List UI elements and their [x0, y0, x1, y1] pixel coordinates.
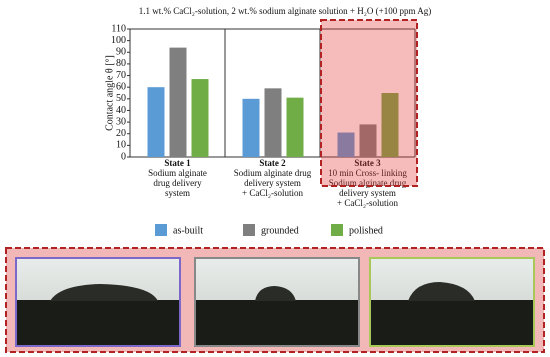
- bar: [381, 93, 399, 157]
- bar: [169, 47, 187, 158]
- legend-swatch: [155, 224, 167, 236]
- legend-swatch: [331, 224, 343, 236]
- chart-title: 1.1 wt.% CaCl₂-solution, 2 wt.% sodium a…: [139, 6, 431, 16]
- legend-swatch: [243, 224, 255, 236]
- y-tick-label: 80: [116, 58, 126, 69]
- category-note: system: [165, 188, 190, 198]
- category-note: Sodium alginate drug: [234, 168, 312, 178]
- bar: [286, 97, 304, 157]
- y-axis-label: Contact angle θ [°]: [104, 55, 115, 131]
- y-tick-label: 10: [116, 140, 126, 151]
- y-tick-label: 50: [116, 93, 126, 104]
- y-tick-label: 70: [116, 70, 126, 81]
- y-tick-label: 30: [116, 116, 126, 127]
- category-note: delivery system: [244, 178, 301, 188]
- bar: [191, 79, 209, 157]
- x-tick-label: State 3: [354, 158, 381, 168]
- category-note: + CaCl₂-solution: [242, 188, 303, 198]
- y-tick-label: 0: [121, 151, 126, 162]
- photo-polished: [369, 257, 535, 347]
- highlight-box: [320, 19, 418, 187]
- category-note: drug delivery: [153, 178, 202, 188]
- category-note: + CaCl₂-solution: [337, 198, 398, 208]
- bar: [264, 88, 282, 157]
- x-tick-label: State 2: [259, 158, 286, 168]
- bar: [359, 124, 377, 157]
- photo-as-built: [15, 257, 181, 347]
- legend-label: grounded: [261, 225, 299, 236]
- category-note: Sodium alginate: [148, 168, 207, 178]
- y-tick-label: 60: [116, 81, 126, 92]
- y-tick-label: 40: [116, 105, 126, 116]
- x-tick-label: State 1: [164, 158, 191, 168]
- category-note: delivery system: [339, 188, 396, 198]
- y-tick-label: 20: [116, 128, 126, 139]
- y-tick-label: 110: [111, 23, 126, 34]
- y-tick-label: 90: [116, 47, 126, 58]
- bar: [242, 98, 260, 157]
- photo-grounded: [194, 257, 360, 347]
- legend-label: as-built: [173, 225, 203, 236]
- bar: [337, 132, 355, 157]
- legend-label: polished: [349, 225, 383, 236]
- category-note: 10 min Cross- linking: [328, 168, 407, 178]
- y-tick-label: 100: [111, 35, 126, 46]
- bar: [147, 87, 165, 157]
- category-note: Sodium alginate drug: [329, 178, 407, 188]
